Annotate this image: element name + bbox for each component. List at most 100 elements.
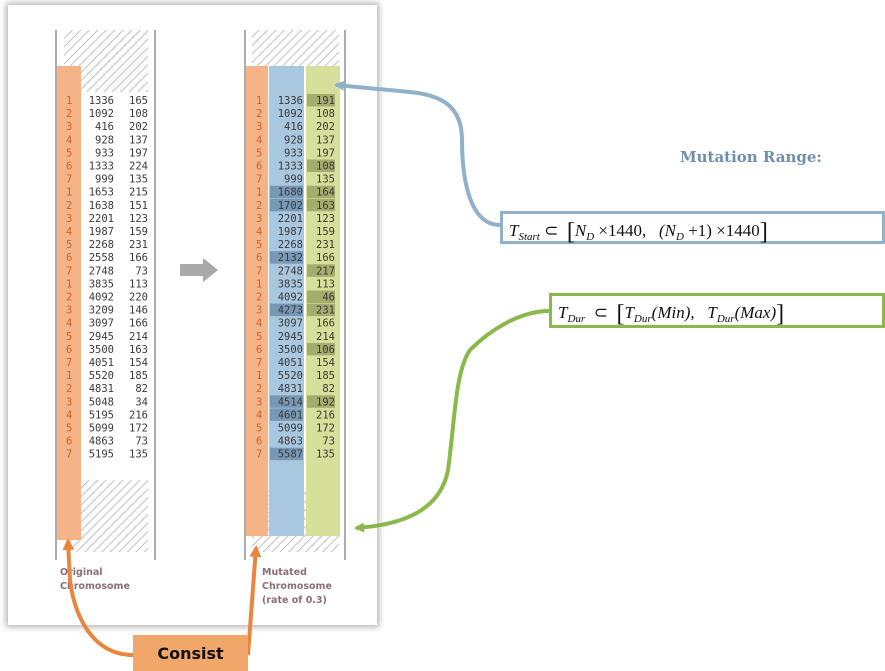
original-caption-line2: Chromosome (60, 581, 130, 592)
mutated-gene-duration: 46 (322, 292, 335, 304)
original-gene-index: 6 (66, 436, 72, 448)
original-gene-start: 2748 (89, 265, 114, 277)
mutated-gene-start: 1680 (278, 187, 303, 199)
duration-formula: TDur ⊂ [TDur(Min), TDur(Max)] (549, 293, 885, 328)
mutated-gene-duration: 217 (316, 265, 335, 277)
mutated-gene-duration: 216 (316, 409, 335, 421)
mutated-gene-start: 5520 (278, 370, 303, 382)
original-gene-duration: 224 (129, 161, 148, 173)
original-gene-index: 2 (66, 292, 72, 304)
mutated-gene-index: 2 (256, 292, 262, 304)
original-gene-start: 3500 (89, 344, 114, 356)
original-gene-index: 6 (66, 344, 72, 356)
mutated-gene-duration: 137 (316, 134, 335, 146)
original-gene-duration: 159 (129, 226, 148, 238)
mutated-gene-start: 4092 (278, 292, 303, 304)
duration-range-arrow (354, 309, 550, 533)
original-gene-start: 933 (95, 147, 114, 159)
mutated-gene-index: 4 (256, 409, 262, 421)
original-gene-duration: 82 (135, 383, 148, 395)
original-gene-index: 5 (66, 239, 72, 251)
mutated-start-highlight (270, 251, 303, 264)
original-gene-start: 4092 (89, 292, 114, 304)
mutated-gene-duration: 166 (316, 252, 335, 264)
original-gene-index: 7 (66, 449, 72, 461)
original-gene-start: 4831 (89, 383, 114, 395)
original-gene-duration: 137 (129, 134, 148, 146)
original-gene-start: 1092 (89, 108, 114, 120)
mutated-gene-start: 2268 (278, 239, 303, 251)
original-gene-duration: 197 (129, 147, 148, 159)
mutated-gene-duration: 192 (316, 396, 335, 408)
original-gene-start: 2268 (89, 239, 114, 251)
original-gene-start: 2945 (89, 331, 114, 343)
original-caption-line1: Original (60, 567, 103, 578)
original-gene-duration: 73 (135, 436, 148, 448)
mutated-gene-duration: 202 (316, 121, 335, 133)
consist-label: Consist (133, 635, 248, 671)
original-gene-duration: 202 (129, 121, 148, 133)
original-gene-index: 3 (66, 121, 72, 133)
original-gene-index: 3 (66, 213, 72, 225)
original-gene-index: 5 (66, 331, 72, 343)
original-gene-start: 3209 (89, 305, 114, 317)
mutated-duration-highlight (307, 395, 335, 408)
mutated-gene-index: 6 (256, 161, 262, 173)
mutated-gene-duration: 172 (316, 423, 335, 435)
mutated-gene-index: 5 (256, 147, 262, 159)
original-index-column (57, 66, 81, 540)
mutated-gene-start: 928 (284, 134, 303, 146)
original-gene-duration: 113 (129, 278, 148, 290)
original-gene-index: 7 (66, 174, 72, 186)
original-gene-duration: 123 (129, 213, 148, 225)
original-gene-index: 1 (66, 187, 72, 199)
original-gene-start: 1653 (89, 187, 114, 199)
original-gene-duration: 166 (129, 252, 148, 264)
mutated-gene-duration: 214 (316, 331, 335, 343)
mutated-gene-index: 1 (256, 278, 262, 290)
original-gene-start: 5195 (89, 449, 114, 461)
original-gene-start: 928 (95, 134, 114, 146)
mutated-duration-highlight (307, 94, 335, 107)
mutated-gene-duration: 159 (316, 226, 335, 238)
original-gene-duration: 220 (129, 292, 148, 304)
original-gene-index: 1 (66, 278, 72, 290)
original-gene-duration: 151 (129, 200, 148, 212)
mutated-duration-highlight (307, 159, 335, 172)
original-gene-duration: 166 (129, 318, 148, 330)
original-gene-start: 1333 (89, 161, 114, 173)
original-gene-index: 1 (66, 370, 72, 382)
original-gene-index: 5 (66, 147, 72, 159)
mutated-caption-line2: Chromosome (262, 581, 332, 592)
original-gene-start: 4051 (89, 357, 114, 369)
mutated-gene-index: 2 (256, 200, 262, 212)
original-gene-start: 3835 (89, 278, 114, 290)
mutated-gene-index: 4 (256, 318, 262, 330)
mutated-gene-duration: 163 (316, 200, 335, 212)
mutated-gene-duration: 185 (316, 370, 335, 382)
mutated-duration-highlight (307, 342, 335, 356)
mutated-gene-duration: 108 (316, 108, 335, 120)
mutated-duration-highlight (307, 185, 335, 199)
mutated-gene-index: 1 (256, 187, 262, 199)
original-gene-start: 5048 (89, 396, 114, 408)
mutated-duration-highlight (307, 290, 335, 303)
mutated-gene-index: 3 (256, 121, 262, 133)
original-gene-start: 999 (95, 174, 114, 186)
mutated-gene-index: 5 (256, 239, 262, 251)
original-gene-index: 4 (66, 226, 72, 238)
start-range-arrow (334, 80, 501, 227)
mutated-start-highlight (270, 303, 303, 317)
start-time-formula: TStart ⊂ [ND ×1440, (ND +1) ×1440] (500, 211, 885, 245)
original-gene-duration: 165 (129, 95, 148, 107)
mutated-gene-start: 2748 (278, 265, 303, 277)
mutated-gene-start: 5099 (278, 423, 303, 435)
original-gene-start: 3097 (89, 318, 114, 330)
original-gene-index: 3 (66, 305, 72, 317)
original-gene-index: 4 (66, 318, 72, 330)
mutated-gene-start: 4863 (278, 436, 303, 448)
original-gene-start: 1336 (89, 95, 114, 107)
mutated-gene-index: 3 (256, 305, 262, 317)
